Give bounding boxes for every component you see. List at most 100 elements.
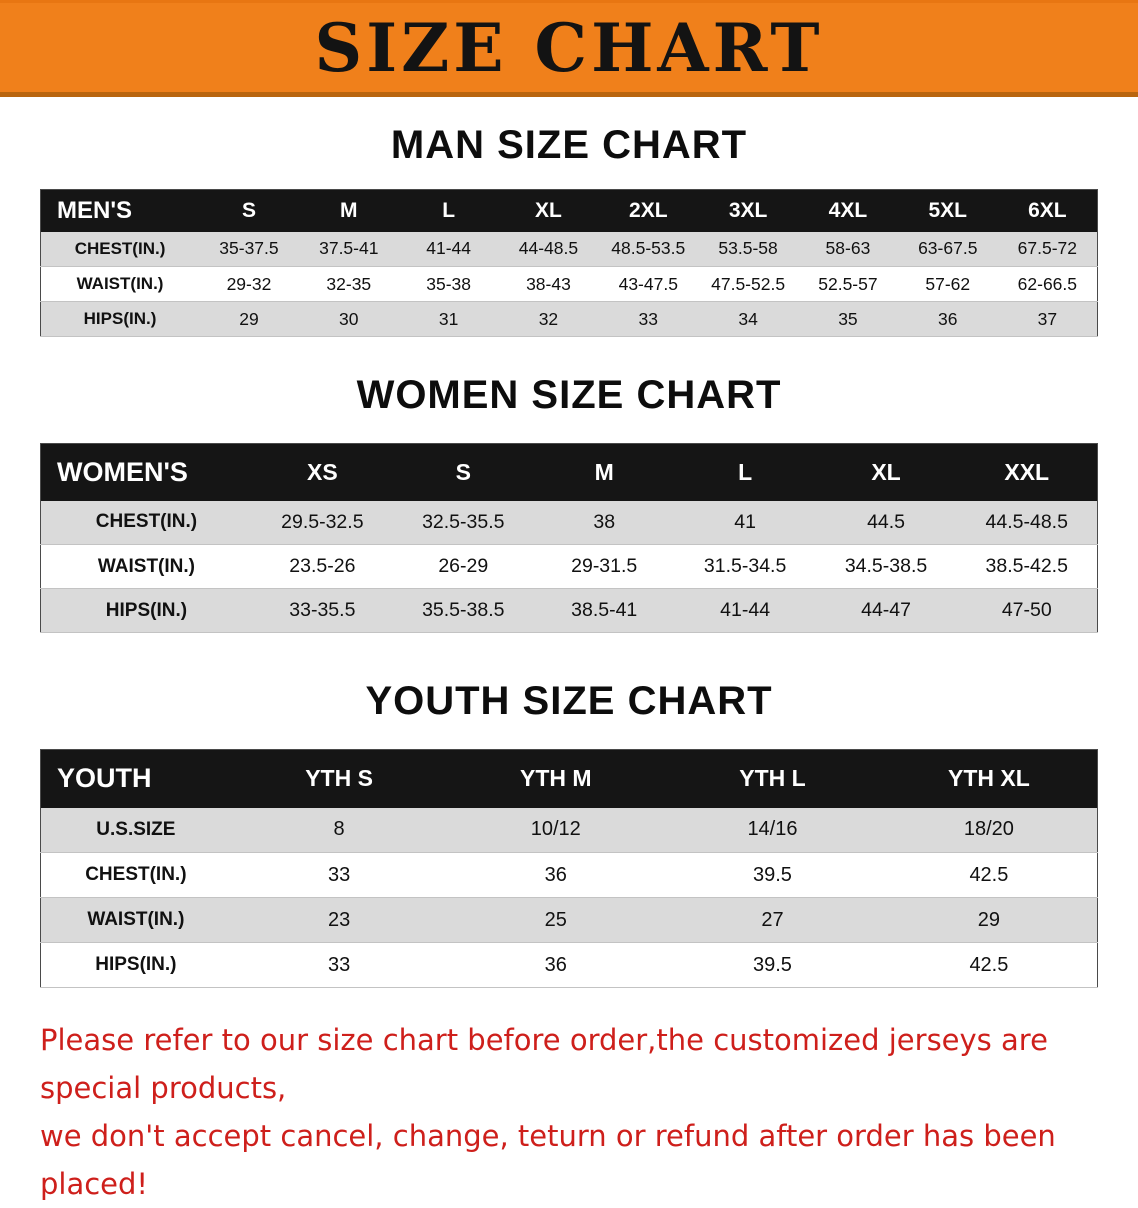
row-label: CHEST(IN.) [74, 238, 166, 258]
size-column-header: S [241, 198, 256, 222]
men-size-section: MAN SIZE CHART MEN'S S M L XL 2XL 3XL 4X… [0, 123, 1138, 337]
disclaimer-line-1: Please refer to our size chart before or… [40, 1023, 1048, 1105]
table-cell: 41-44 [426, 238, 471, 259]
size-column-header: S [455, 458, 471, 485]
table-cell: 35 [838, 308, 858, 329]
youth-ussize-row: U.S.SIZE 8 10/12 14/16 18/20 [40, 807, 1098, 853]
table-cell: 57-62 [925, 273, 971, 294]
youth-header-row: YOUTH YTH S YTH M YTH L YTH XL [40, 749, 1098, 808]
table-cell: 53.5-58 [718, 238, 778, 259]
table-cell: 23.5-26 [289, 555, 356, 577]
size-column-header: 2XL [629, 198, 668, 222]
table-cell: 63-67.5 [918, 238, 978, 259]
row-label: WAIST(IN.) [97, 555, 195, 577]
row-label: U.S.SIZE [96, 818, 176, 840]
size-column-header: 3XL [728, 198, 768, 222]
table-cell: 36 [544, 953, 567, 976]
youth-chest-row: CHEST(IN.) 33 36 39.5 42.5 [40, 852, 1098, 898]
women-hips-row: HIPS(IN.) 33-35.5 35.5-38.5 38.5-41 41-4… [40, 588, 1098, 633]
table-cell: 29-31.5 [571, 555, 638, 577]
table-cell: 33-35.5 [289, 599, 356, 621]
table-cell: 62-66.5 [1017, 273, 1078, 294]
table-cell: 44.5 [867, 510, 906, 533]
table-cell: 33 [327, 863, 351, 886]
row-label: CHEST(IN.) [85, 864, 187, 885]
table-cell: 41-44 [720, 599, 771, 621]
women-section-heading: WOMEN SIZE CHART [356, 373, 782, 417]
table-cell: 25 [544, 908, 567, 931]
table-cell: 38.5-41 [571, 599, 638, 621]
size-chart-banner: SIZE CHART [0, 0, 1138, 97]
table-cell: 35-38 [426, 273, 471, 294]
table-cell: 38.5-42.5 [985, 555, 1068, 577]
table-cell: 44.5-48.5 [985, 510, 1068, 533]
table-cell: 44-47 [861, 599, 911, 621]
table-cell: 27 [761, 908, 784, 931]
table-cell: 38 [593, 510, 616, 533]
table-cell: 47-50 [1001, 599, 1052, 621]
size-column-header: L [442, 198, 456, 222]
youth-size-table: YOUTH YTH S YTH M YTH L YTH XL U.S.SIZE … [40, 749, 1098, 988]
table-cell: 37 [1037, 308, 1058, 329]
size-column-header: XL [535, 198, 562, 222]
women-waist-row: WAIST(IN.) 23.5-26 26-29 29-31.5 31.5-34… [40, 544, 1098, 589]
table-cell: 52.5-57 [818, 273, 878, 294]
row-label: HIPS(IN.) [95, 954, 177, 975]
women-header-row: WOMEN'S XS S M L XL XXL [40, 443, 1098, 501]
table-cell: 8 [333, 818, 345, 841]
table-cell: 39.5 [753, 953, 792, 976]
table-cell: 30 [339, 308, 359, 329]
table-cell: 33 [638, 308, 658, 329]
table-cell: 31.5-34.5 [703, 555, 787, 577]
row-label: CHEST(IN.) [95, 511, 198, 533]
table-cell: 39.5 [753, 863, 792, 886]
table-cell: 23 [327, 908, 351, 931]
table-cell: 32-35 [326, 273, 372, 294]
table-cell: 47.5-52.5 [711, 273, 786, 294]
size-column-header: YTH XL [948, 765, 1030, 792]
men-section-heading: MAN SIZE CHART [390, 123, 748, 167]
row-label: WAIST(IN.) [76, 274, 164, 293]
women-corner-label: WOMEN'S [57, 456, 188, 487]
table-cell: 67.5-72 [1017, 238, 1078, 259]
size-column-header: M [340, 198, 358, 222]
women-size-table: WOMEN'S XS S M L XL XXL CHEST(IN.) 29.5-… [40, 443, 1098, 633]
table-cell: 43-47.5 [618, 273, 678, 294]
table-cell: 41 [734, 510, 756, 533]
size-column-header: 4XL [828, 198, 868, 222]
table-cell: 36 [544, 863, 567, 886]
table-cell: 18/20 [963, 818, 1014, 841]
youth-size-section: YOUTH SIZE CHART YOUTH YTH S YTH M YTH L… [0, 679, 1138, 988]
table-cell: 10/12 [530, 818, 581, 841]
youth-corner-label: YOUTH [57, 763, 152, 794]
row-label: WAIST(IN.) [87, 909, 185, 930]
table-cell: 42.5 [969, 953, 1009, 976]
table-cell: 36 [938, 308, 958, 329]
table-cell: 58-63 [825, 238, 871, 259]
size-column-header: L [738, 458, 753, 485]
men-size-table: MEN'S S M L XL 2XL 3XL 4XL 5XL 6XL CHEST… [40, 189, 1098, 337]
size-column-header: YTH L [739, 765, 806, 792]
women-chest-row: CHEST(IN.) 29.5-32.5 32.5-35.5 38 41 44.… [40, 500, 1098, 545]
disclaimer-line-2: we don't accept cancel, change, teturn o… [40, 1119, 1056, 1201]
table-cell: 32.5-35.5 [422, 510, 505, 533]
size-column-header: M [594, 458, 614, 485]
size-column-header: XL [871, 458, 901, 485]
size-column-header: XS [307, 458, 338, 485]
order-disclaimer: Please refer to our size chart before or… [40, 1016, 1100, 1208]
table-cell: 29.5-32.5 [281, 510, 364, 533]
table-cell: 38-43 [526, 273, 571, 294]
table-cell: 31 [438, 308, 459, 329]
table-cell: 29 [977, 908, 1001, 931]
size-column-header: 5XL [928, 198, 968, 222]
table-cell: 48.5-53.5 [611, 238, 686, 259]
table-cell: 14/16 [747, 818, 798, 841]
table-cell: 35-37.5 [219, 238, 279, 259]
men-header-row: MEN'S S M L XL 2XL 3XL 4XL 5XL 6XL [40, 189, 1098, 232]
youth-section-heading: YOUTH SIZE CHART [365, 679, 773, 723]
youth-waist-row: WAIST(IN.) 23 25 27 29 [40, 897, 1098, 943]
men-corner-label: MEN'S [57, 196, 133, 224]
row-label: HIPS(IN.) [105, 599, 188, 621]
table-cell: 29-32 [226, 273, 272, 294]
table-cell: 32 [538, 308, 559, 329]
